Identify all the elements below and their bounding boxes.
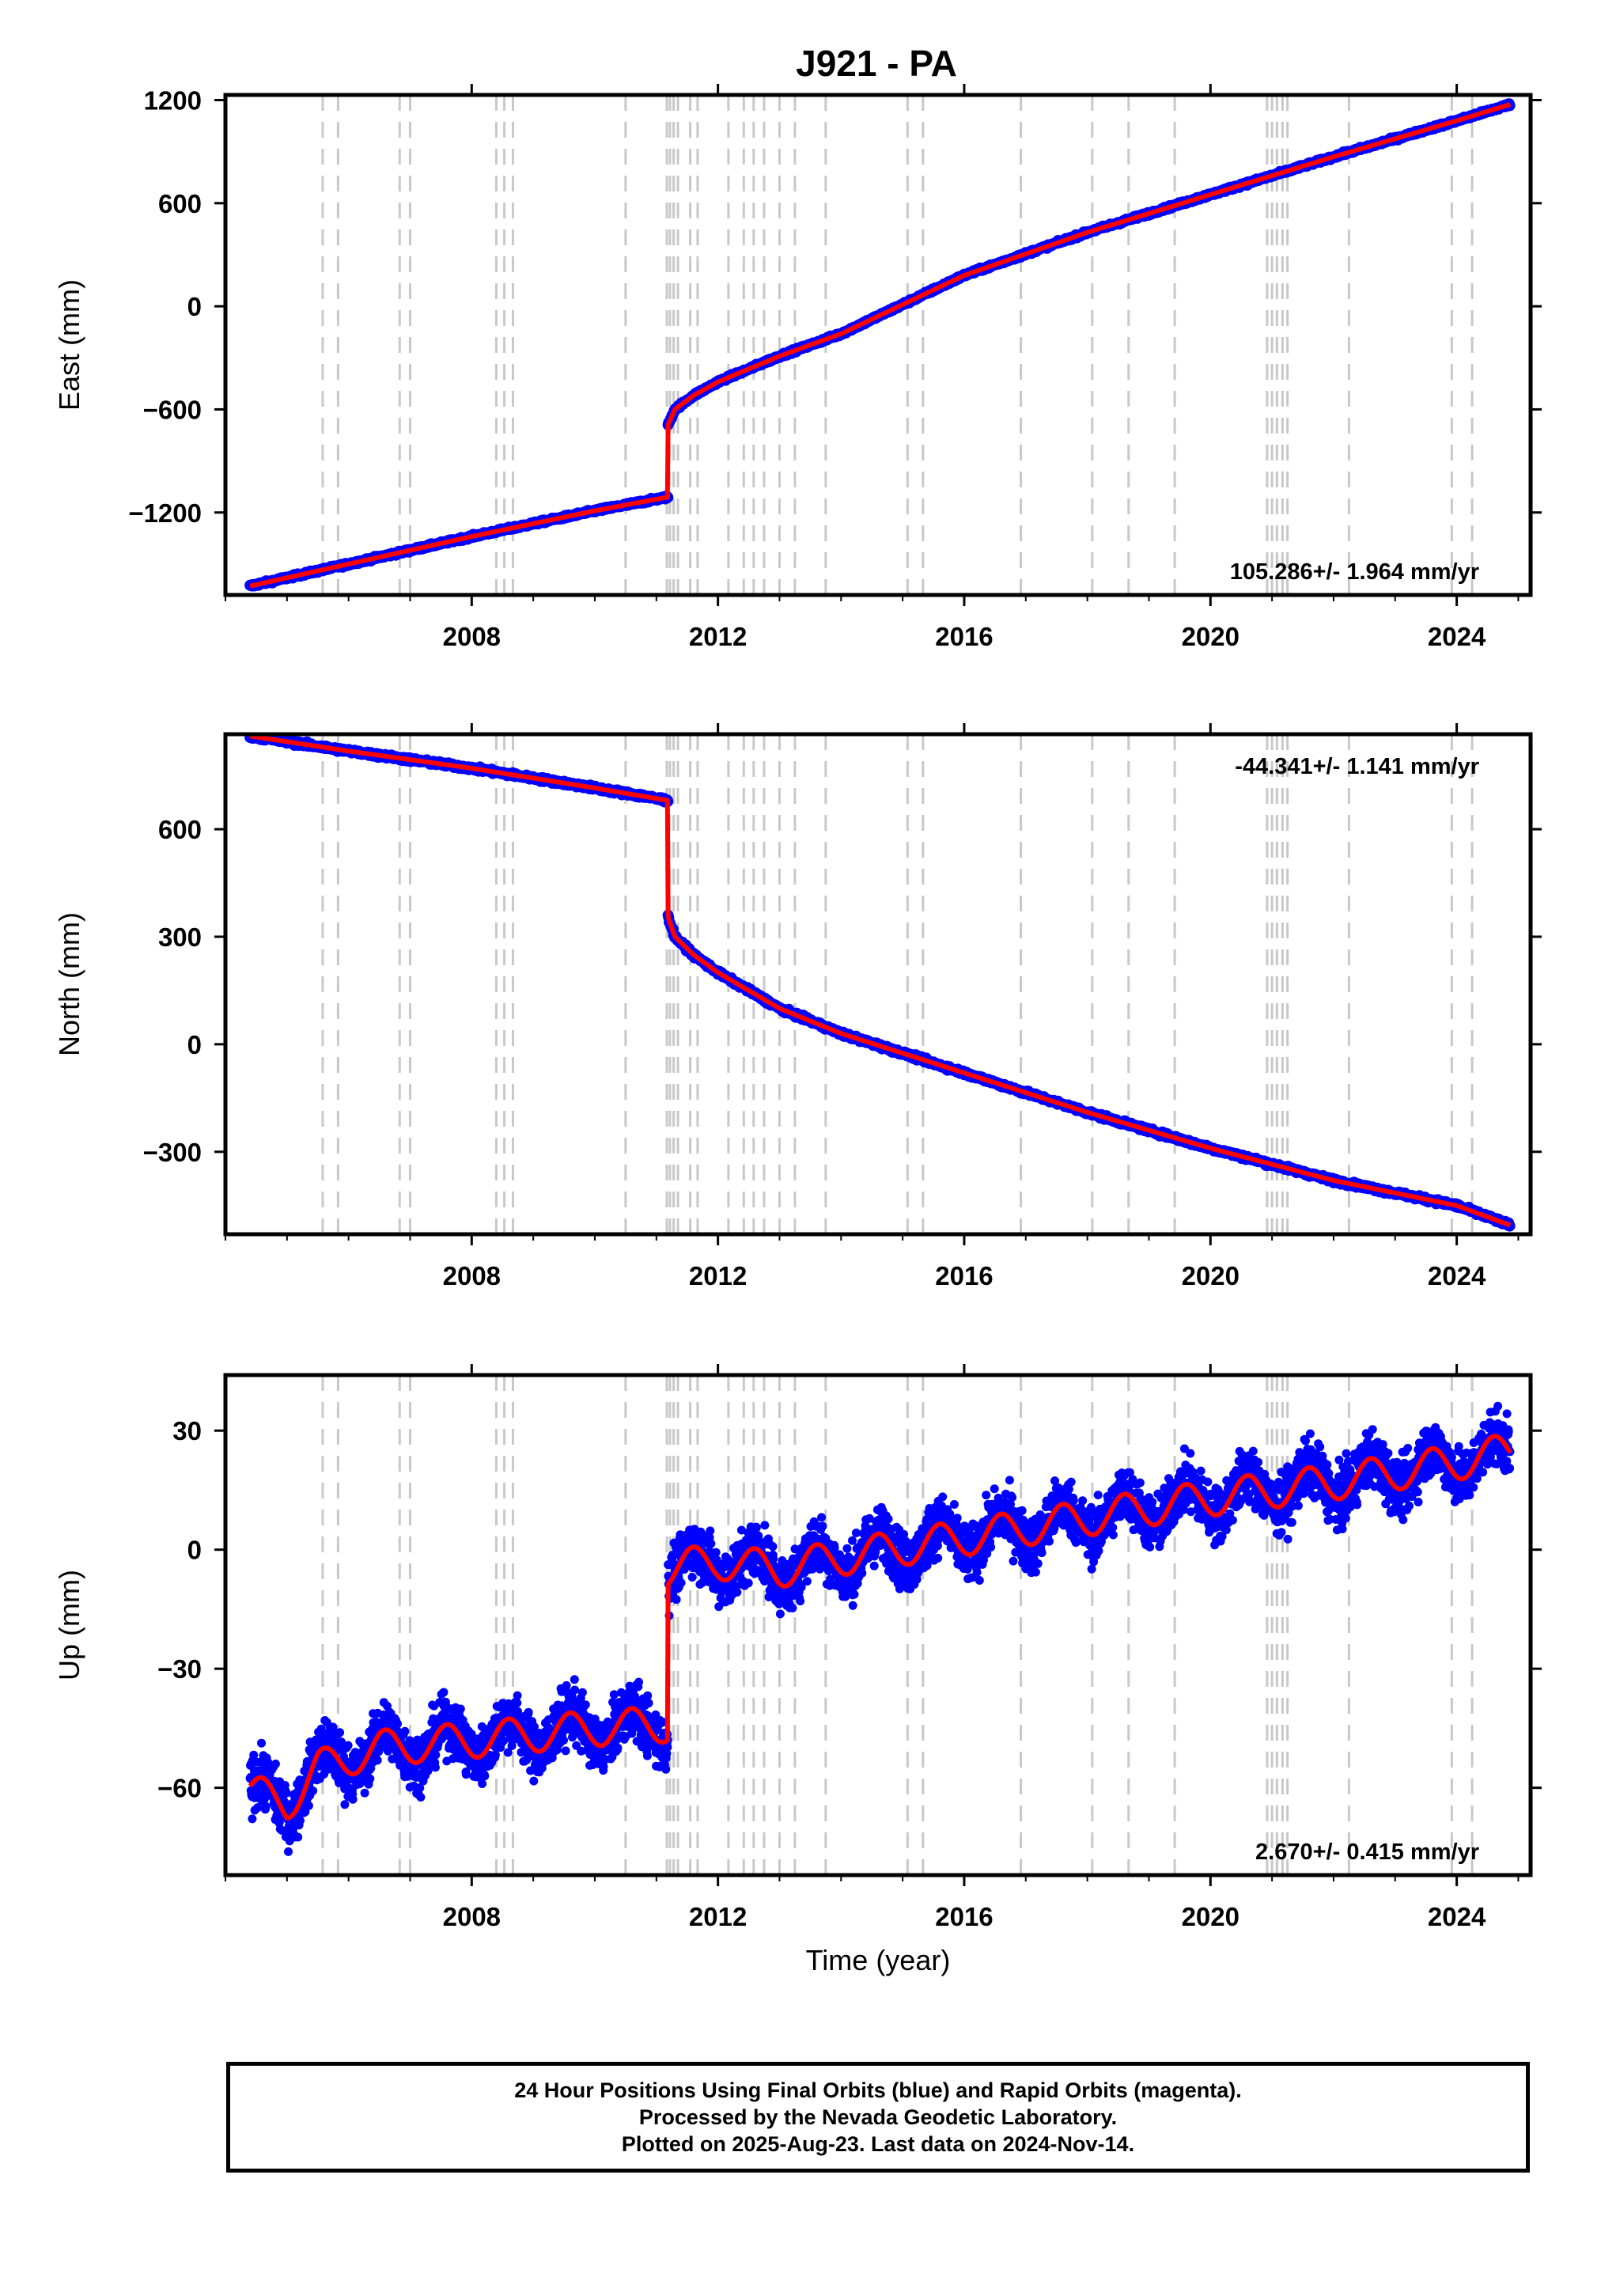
- data-points: [245, 1401, 1515, 1856]
- x-axis-label: Time (year): [806, 1944, 951, 1976]
- x-tick-label: 2020: [1182, 1261, 1240, 1290]
- panels: 2008 2012 2016 2020 202412006000−600−1200Eas…: [53, 84, 1542, 1976]
- model-line: [248, 734, 1512, 1228]
- y-tick-label: 600: [158, 815, 202, 844]
- plot-area: [244, 734, 1516, 1234]
- y-axis-label: Up (mm): [53, 1570, 85, 1680]
- plot-area: [244, 95, 1516, 595]
- plot-frame: [223, 93, 1533, 597]
- caption-box: 24 Hour Positions Using Final Orbits (bl…: [226, 2062, 1530, 2173]
- y-tick-label: 300: [158, 923, 202, 952]
- velocity-rate-label: -44.341+/- 1.141 mm/yr: [1235, 754, 1479, 779]
- model-line: [248, 1434, 1512, 1821]
- x-tick-label: 2012: [689, 1902, 747, 1931]
- panel-1: 2008 2012 2016 2020 2024 1200 600 0 −600 −1200 Eas…: [53, 84, 1542, 651]
- x-tick-label: 2012: [689, 1261, 747, 1290]
- y-tick-label: 0: [187, 292, 202, 321]
- velocity-rate-label: 105.286+/- 1.964 mm/yr: [1230, 559, 1479, 585]
- y-tick-label: 0: [187, 1030, 202, 1059]
- data-points: [244, 734, 1516, 1232]
- panel-2: 2008 2012 2016 2020 2024 600 300 0 −300 North (mm…: [53, 723, 1542, 1290]
- x-tick-label: 2016: [935, 1902, 993, 1931]
- x-tick-label: 2008: [443, 622, 501, 651]
- y-tick-label: 600: [158, 189, 202, 218]
- y-tick-label: 30: [172, 1416, 202, 1445]
- y-tick-label: −1200: [128, 498, 202, 528]
- x-tick-label: 2024: [1428, 1902, 1486, 1931]
- x-tick-label: 2012: [689, 622, 747, 651]
- x-tick-label: 2024: [1428, 622, 1486, 651]
- y-tick-label: −300: [143, 1138, 202, 1167]
- data-points: [244, 98, 1516, 592]
- velocity-rate-label: 2.670+/- 0.415 mm/yr: [1255, 1839, 1479, 1865]
- y-tick-label: 1200: [144, 86, 202, 116]
- plot-area: [245, 1375, 1515, 1875]
- figure-title: J921 - PA: [796, 43, 957, 84]
- caption-line-3: Plotted on 2025-Aug-23. Last data on 202…: [621, 2132, 1135, 2156]
- panel-3: 2008 2012 2016 2020 2024 30 0 −30 −60 Up (mm) Time…: [53, 1364, 1542, 1976]
- y-tick-label: −60: [157, 1774, 202, 1803]
- caption-line-2: Processed by the Nevada Geodetic Laborat…: [638, 2105, 1118, 2129]
- y-axis-label: East (mm): [53, 279, 85, 411]
- x-tick-label: 2016: [935, 1261, 993, 1290]
- x-tick-label: 2024: [1428, 1261, 1486, 1290]
- x-tick-label: 2008: [443, 1261, 501, 1290]
- model-line: [248, 102, 1512, 589]
- x-tick-label: 2016: [935, 622, 993, 651]
- x-tick-label: 2008: [443, 1902, 501, 1931]
- caption-line-1: 24 Hour Positions Using Final Orbits (bl…: [514, 2078, 1242, 2102]
- final-orbit-points: [244, 98, 1516, 592]
- x-tick-label: 2020: [1182, 1902, 1240, 1931]
- y-tick-label: 0: [187, 1536, 202, 1565]
- final-orbit-points: [245, 1401, 1515, 1856]
- y-tick-label: −30: [157, 1654, 202, 1684]
- x-tick-label: 2020: [1182, 622, 1240, 651]
- y-tick-label: −600: [143, 395, 202, 424]
- y-axis-label: North (mm): [53, 912, 85, 1056]
- plot-frame: [223, 732, 1533, 1237]
- final-orbit-points: [244, 734, 1516, 1232]
- plot-frame: [223, 1373, 1533, 1877]
